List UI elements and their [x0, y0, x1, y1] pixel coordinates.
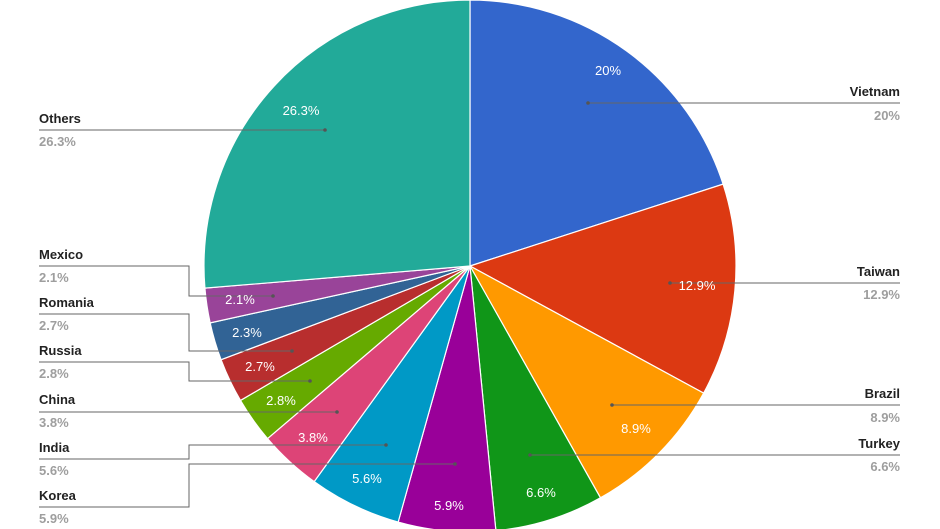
legend-value-russia: 2.8% — [39, 366, 69, 381]
legend-value-mexico: 2.1% — [39, 270, 69, 285]
leader-anchor-dot — [271, 294, 275, 298]
legend-name-russia: Russia — [39, 343, 82, 358]
leader-anchor-dot — [308, 379, 312, 383]
leader-anchor-dot — [453, 462, 457, 466]
legend-value-others: 26.3% — [39, 134, 76, 149]
slice-value-taiwan: 12.9% — [679, 278, 716, 293]
leader-anchor-dot — [323, 128, 327, 132]
legend-value-india: 5.6% — [39, 463, 69, 478]
legend-value-china: 3.8% — [39, 415, 69, 430]
legend-name-vietnam: Vietnam — [850, 84, 900, 99]
slice-value-china: 3.8% — [298, 430, 328, 445]
slice-value-turkey: 6.6% — [526, 485, 556, 500]
legend-value-romania: 2.7% — [39, 318, 69, 333]
pie-slice-brazil[interactable] — [468, 264, 705, 499]
slice-value-brazil: 8.9% — [621, 421, 651, 436]
slice-value-india: 5.6% — [352, 471, 382, 486]
legend-name-china: China — [39, 392, 76, 407]
pie-slice-taiwan[interactable] — [468, 183, 737, 394]
legend-name-taiwan: Taiwan — [857, 264, 900, 279]
pie-slice-turkey[interactable] — [469, 265, 602, 529]
slice-value-mexico: 2.1% — [225, 292, 255, 307]
leader-anchor-dot — [528, 453, 532, 457]
slice-value-vietnam: 20% — [595, 63, 621, 78]
leader-anchor-dot — [668, 281, 672, 285]
leader-line-russia — [39, 361, 310, 382]
leader-anchor-dot — [610, 403, 614, 407]
legend-value-vietnam: 20% — [874, 108, 900, 123]
slice-value-others: 26.3% — [283, 103, 320, 118]
legend-name-mexico: Mexico — [39, 247, 83, 262]
legend-name-brazil: Brazil — [865, 386, 900, 401]
slice-legend-labels: Vietnam 20% Taiwan 12.9% Brazil 8.9% Turkey 6.6… — [39, 84, 901, 526]
legend-value-taiwan: 12.9% — [863, 287, 900, 302]
leader-line-korea — [39, 463, 455, 508]
leader-anchor-dot — [384, 443, 388, 447]
leader-anchor-dot — [586, 101, 590, 105]
legend-name-romania: Romania — [39, 295, 95, 310]
pie-slices — [203, 0, 737, 529]
legend-name-india: India — [39, 440, 70, 455]
legend-name-others: Others — [39, 111, 81, 126]
legend-value-korea: 5.9% — [39, 511, 69, 526]
slice-value-labels: 20% 12.9% 8.9% 6.6% 5.9% 5.6% 3.8% 2.8% 2.7% 2.3%… — [225, 63, 716, 513]
slice-value-russia: 2.8% — [266, 393, 296, 408]
leader-line-mexico — [39, 265, 273, 297]
legend-name-turkey: Turkey — [858, 436, 900, 451]
leader-line-romania — [39, 313, 292, 352]
leader-line-india — [39, 444, 386, 460]
legend-value-brazil: 8.9% — [870, 410, 900, 425]
legend-name-korea: Korea — [39, 488, 77, 503]
slice-value-romania: 2.7% — [245, 359, 275, 374]
legend-value-turkey: 6.6% — [870, 459, 900, 474]
leader-anchor-dot — [335, 410, 339, 414]
pie-slice-others[interactable] — [203, 0, 471, 289]
leader-anchor-dot — [290, 349, 294, 353]
pie-slice-vietnam[interactable] — [469, 0, 724, 267]
slice-value-korea: 5.9% — [434, 498, 464, 513]
leader-lines — [39, 101, 900, 508]
slice-value-others-2-3: 2.3% — [232, 325, 262, 340]
